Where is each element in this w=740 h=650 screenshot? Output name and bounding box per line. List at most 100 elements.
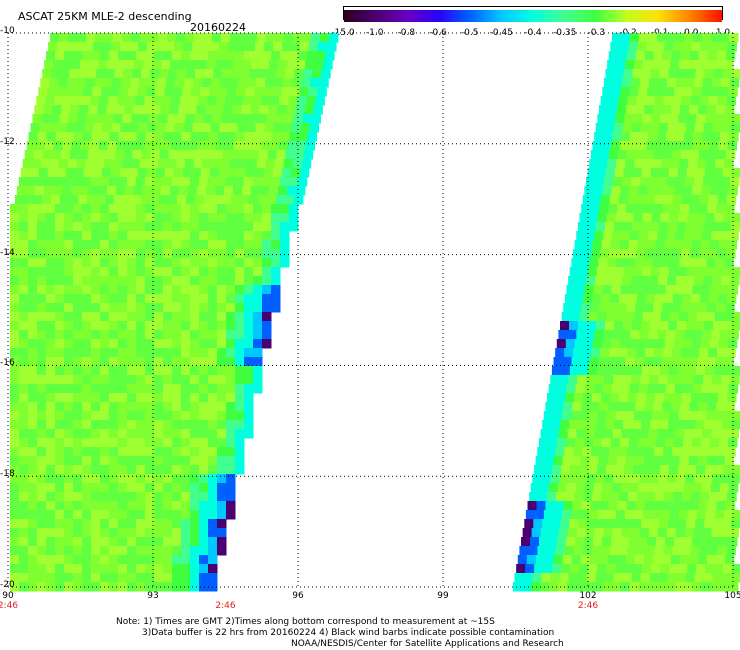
swath-cell — [654, 249, 664, 259]
swath-cell — [577, 474, 587, 484]
swath-cell — [172, 438, 182, 448]
swath-cell — [217, 258, 227, 268]
swath-cell — [28, 537, 38, 547]
swath-cell — [127, 564, 137, 574]
swath-cell — [190, 321, 200, 331]
swath-cell — [606, 312, 617, 322]
swath-cell — [730, 222, 740, 232]
swath-cell — [664, 339, 675, 349]
swath-cell — [10, 285, 20, 295]
swath-cell — [118, 501, 128, 511]
swath-cell — [154, 438, 164, 448]
swath-cell — [689, 303, 699, 313]
swath-cell — [55, 267, 65, 277]
swath-cell — [667, 123, 678, 133]
swath-cell — [709, 393, 719, 403]
swath-cell — [73, 312, 83, 322]
swath-cell — [709, 438, 720, 448]
swath-cell — [286, 186, 297, 196]
swath-cell — [217, 492, 227, 502]
swath-cell — [82, 330, 92, 340]
swath-cell — [319, 78, 329, 88]
swath-cell — [64, 285, 74, 295]
swath-cell — [672, 546, 682, 556]
swath-cell — [250, 105, 260, 115]
swath-cell — [37, 303, 47, 313]
swath-cell — [55, 357, 65, 367]
swath-cell — [293, 195, 304, 205]
swath-cell — [37, 456, 47, 466]
swath-cell — [19, 483, 29, 493]
swath-cell — [66, 42, 76, 52]
swath-cell — [208, 573, 218, 583]
swath-cell — [671, 204, 681, 214]
swath-cell — [228, 123, 239, 133]
swath-cell — [645, 96, 656, 106]
swath-cell — [602, 384, 613, 394]
swath-cell — [172, 483, 182, 493]
swath-cell — [46, 474, 56, 484]
swath-cell — [176, 195, 187, 205]
swath-cell — [521, 582, 532, 592]
swath-cell — [620, 582, 631, 592]
swath-cell — [646, 438, 657, 448]
swath-cell — [199, 501, 209, 511]
swath-cell — [154, 573, 164, 583]
swath-cell — [186, 69, 196, 79]
swath-cell — [37, 474, 47, 484]
swath-cell — [703, 276, 713, 286]
swath-cell — [727, 393, 737, 403]
swath-cell — [217, 474, 227, 484]
swath-cell — [260, 60, 270, 70]
swath-cell — [622, 276, 632, 286]
swath-cell — [705, 114, 715, 124]
swath-cell — [172, 393, 182, 403]
swath-cell — [560, 420, 570, 430]
swath-cell — [576, 429, 587, 439]
swath-cell — [109, 240, 119, 250]
swath-cell — [145, 249, 155, 259]
swath-cell — [244, 222, 254, 232]
swath-cell — [178, 105, 188, 115]
swath-cell — [28, 375, 38, 385]
swath-cell — [235, 438, 245, 448]
swath-cell — [100, 321, 110, 331]
swath-cell — [241, 105, 251, 115]
swath-cell — [632, 420, 642, 430]
swath-cell — [680, 303, 690, 313]
swath-cell — [120, 42, 130, 52]
swath-cell — [719, 483, 730, 493]
swath-cell — [109, 249, 119, 259]
swath-cell — [613, 573, 624, 583]
swath-cell — [91, 537, 101, 547]
swath-cell — [163, 492, 173, 502]
swath-cell — [234, 96, 244, 106]
swath-cell — [81, 177, 92, 187]
swath-cell — [237, 123, 248, 133]
swath-cell — [118, 411, 128, 421]
swath-cell — [716, 51, 727, 61]
swath-cell — [675, 78, 686, 88]
swath-cell — [96, 150, 107, 160]
swath-cell — [136, 240, 146, 250]
swath-cell — [82, 465, 92, 475]
swath-cell — [604, 123, 615, 133]
swath-cell — [715, 60, 725, 70]
swath-cell — [613, 276, 623, 286]
swath-cell — [100, 231, 110, 241]
swath-cell — [199, 132, 210, 142]
swath-cell — [623, 69, 634, 79]
swath-cell — [37, 573, 47, 583]
swath-cell — [280, 231, 290, 241]
swath-cell — [207, 177, 218, 187]
swath-cell — [215, 60, 225, 70]
swath-cell — [646, 42, 656, 52]
swath-cell — [718, 339, 729, 349]
swath-cell — [118, 285, 128, 295]
swath-cell — [605, 267, 616, 277]
swath-cell — [28, 564, 38, 574]
swath-cell — [157, 159, 168, 169]
swath-cell — [240, 69, 250, 79]
swath-cell — [100, 357, 110, 367]
swath-cell — [224, 60, 234, 70]
